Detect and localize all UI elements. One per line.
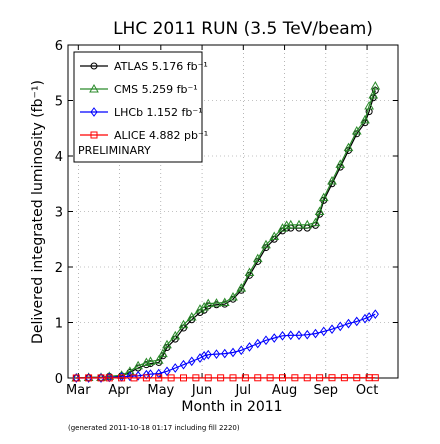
preliminary-label: PRELIMINARY (78, 144, 151, 157)
y-tick-label: 4 (55, 150, 63, 165)
x-tick-label: Sep (314, 383, 339, 398)
y-tick-label: 5 (55, 95, 63, 110)
y-tick-label: 3 (55, 206, 63, 221)
legend-label: CMS 5.259 fb⁻¹ (114, 83, 198, 96)
chart-title: LHC 2011 RUN (3.5 TeV/beam) (113, 19, 373, 39)
legend-label: LHCb 1.152 fb⁻¹ (114, 106, 203, 119)
x-tick-label: May (147, 383, 174, 398)
x-tick-label: Mar (66, 383, 91, 398)
y-axis-label: Delivered integrated luminosity (fb⁻¹) (30, 80, 46, 344)
x-tick-label: Jul (234, 383, 251, 398)
legend-label: ATLAS 5.176 fb⁻¹ (114, 60, 208, 73)
x-tick-label: Aug (272, 383, 297, 398)
y-tick-label: 0 (55, 372, 63, 387)
y-tick-label: 1 (55, 317, 63, 332)
y-tick-label: 6 (55, 39, 63, 54)
legend: ATLAS 5.176 fb⁻¹ CMS 5.259 fb⁻¹ LHCb 1.152… (74, 52, 208, 162)
x-axis-label: Month in 2011 (181, 399, 282, 415)
y-tick-label: 2 (55, 261, 63, 276)
x-tick-label: Jun (191, 383, 212, 398)
x-tick-label: Apr (108, 383, 131, 398)
series-line-2 (76, 314, 375, 378)
data-point-2 (372, 310, 378, 318)
legend-label: ALICE 4.882 pb⁻¹ (114, 129, 208, 142)
footnote: (generated 2011-10-18 01:17 including fi… (68, 424, 240, 432)
x-tick-label: Oct (356, 383, 378, 398)
